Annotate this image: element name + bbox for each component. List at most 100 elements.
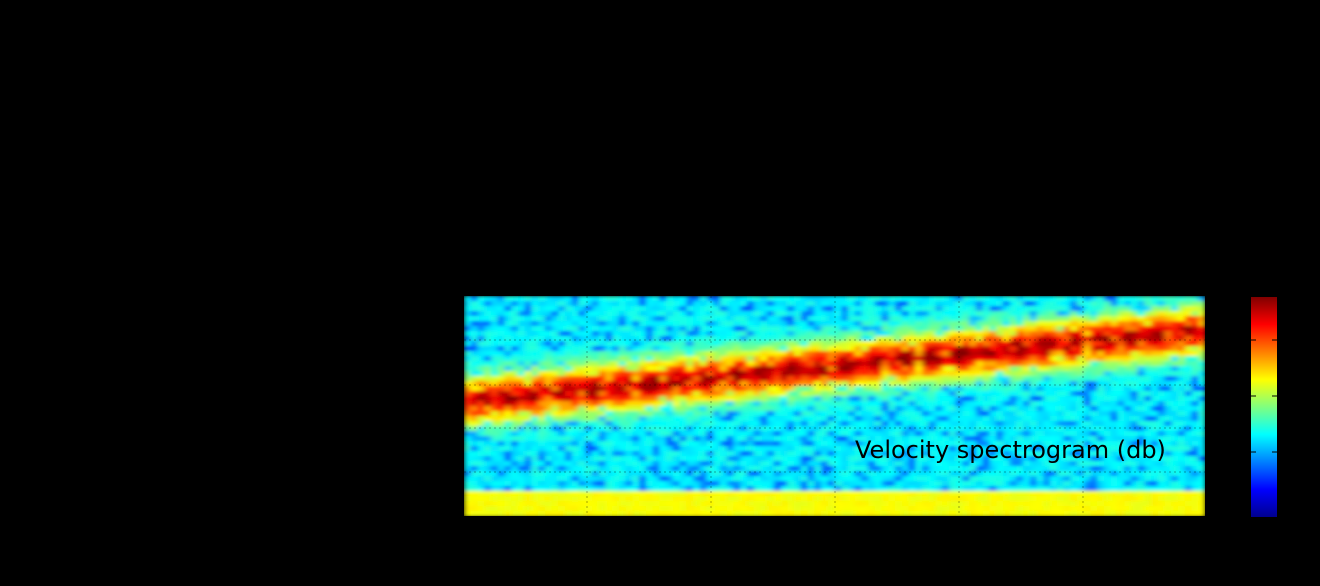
spectrogram-cell (1171, 316, 1179, 322)
spectrogram-cell (1029, 511, 1038, 517)
spectrogram-cell (477, 411, 485, 417)
spectrogram-cell (484, 356, 492, 362)
spectrogram-cell (484, 421, 492, 427)
spectrogram-cell (585, 356, 593, 362)
spectrogram-cell (1191, 396, 1199, 402)
spectrogram-cell (477, 346, 485, 352)
spectrogram-cell (1137, 361, 1145, 367)
spectrogram-cell (632, 356, 640, 362)
spectrogram-cell (1117, 461, 1125, 467)
spectrogram-cell (1016, 356, 1024, 362)
spectrogram-cell (1144, 471, 1152, 477)
spectrogram-cell (773, 511, 782, 517)
spectrogram-cell (915, 481, 923, 487)
spectrogram-cell (760, 296, 768, 302)
spectrogram-cell (1009, 376, 1017, 382)
spectrogram-cell (1117, 476, 1125, 482)
spectrogram-cell (854, 411, 863, 417)
spectrogram-cell (571, 446, 580, 452)
spectrogram-cell (511, 481, 519, 487)
spectrogram-cell (1184, 306, 1193, 312)
spectrogram-cell (935, 321, 943, 327)
spectrogram-cell (800, 426, 809, 432)
spectrogram-cell (942, 311, 950, 317)
spectrogram-cell (834, 296, 842, 302)
spectrogram-cell (1009, 441, 1017, 447)
spectrogram-cell (497, 511, 506, 517)
spectrogram-cell (470, 396, 479, 402)
spectrogram-cell (1029, 431, 1038, 437)
spectrogram-cell (1191, 481, 1199, 487)
spectrogram-cell (773, 436, 782, 442)
spectrogram-cell (740, 491, 748, 497)
spectrogram-cell (598, 426, 607, 432)
spectrogram-cell (746, 491, 755, 497)
spectrogram-cell (551, 481, 559, 487)
spectrogram-cell (578, 371, 586, 377)
spectrogram-cell (1144, 386, 1152, 392)
spectrogram-cell (1144, 476, 1152, 482)
spectrogram-cell (713, 391, 721, 397)
spectrogram-cell (585, 336, 593, 342)
spectrogram-cell (612, 381, 620, 387)
spectrogram-cell (544, 311, 553, 317)
spectrogram-cell (1137, 371, 1145, 377)
spectrogram-cell (780, 506, 788, 512)
spectrogram-cell (1063, 311, 1071, 317)
spectrogram-cell (787, 411, 795, 417)
spectrogram-cell (760, 491, 768, 497)
spectrogram-cell (861, 366, 869, 372)
spectrogram-cell (989, 346, 997, 352)
spectrogram-cell (854, 331, 863, 337)
spectrogram-cell (841, 491, 849, 497)
spectrogram-cell (854, 436, 863, 442)
spectrogram-cell (551, 301, 559, 307)
spectrogram-cell (565, 496, 573, 502)
spectrogram-cell (524, 491, 532, 497)
spectrogram-cell (1130, 456, 1139, 462)
spectrogram-cell (1097, 296, 1105, 302)
spectrogram-cell (996, 366, 1004, 372)
spectrogram-cell (969, 406, 977, 412)
spectrogram-cell (1110, 381, 1119, 387)
spectrogram-cell (632, 391, 640, 397)
spectrogram-cell (511, 421, 519, 427)
spectrogram-cell (497, 321, 506, 327)
spectrogram-cell (753, 451, 761, 457)
spectrogram-cell (672, 346, 681, 352)
spectrogram-cell (726, 471, 735, 477)
spectrogram-cell (821, 431, 829, 437)
spectrogram-cell (800, 431, 809, 437)
spectrogram-cell (740, 426, 748, 432)
spectrogram-cell (1043, 326, 1051, 332)
spectrogram-cell (1097, 501, 1105, 507)
spectrogram-cell (1083, 466, 1092, 472)
spectrogram-cell (470, 511, 479, 517)
spectrogram-cell (625, 481, 634, 487)
spectrogram-cell (591, 306, 600, 312)
spectrogram-cell (699, 461, 708, 467)
spectrogram-cell (1191, 451, 1199, 457)
spectrogram-cell (659, 431, 667, 437)
spectrogram-cell (565, 446, 573, 452)
spectrogram-cell (1130, 326, 1139, 332)
spectrogram-cell (693, 406, 701, 412)
spectrogram-cell (1043, 446, 1051, 452)
spectrogram-cell (1137, 296, 1145, 302)
spectrogram-cell (632, 476, 640, 482)
spectrogram-cell (821, 476, 829, 482)
spectrogram-cell (1164, 411, 1172, 417)
spectrogram-cell (571, 496, 580, 502)
spectrogram-cell (558, 336, 566, 342)
spectrogram-cell (726, 436, 735, 442)
spectrogram-cell (794, 511, 802, 517)
spectrogram-cell (531, 466, 539, 472)
spectrogram-cell (1184, 511, 1193, 517)
spectrogram-cell (996, 496, 1004, 502)
spectrogram-cell (591, 476, 600, 482)
spectrogram-cell (484, 301, 492, 307)
spectrogram-cell (888, 441, 896, 447)
spectrogram-cell (645, 446, 654, 452)
spectrogram-cell (834, 496, 842, 502)
spectrogram-cell (895, 366, 903, 372)
